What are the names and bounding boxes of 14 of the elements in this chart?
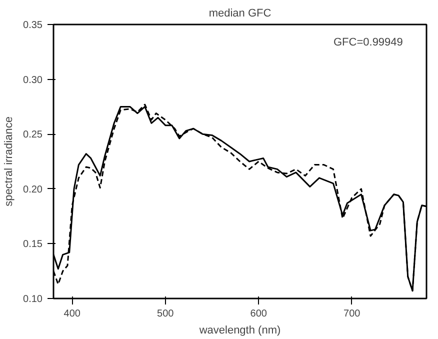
y-axis-title: spectral irradiance (3, 116, 16, 206)
y-tick-label: 0.30 (23, 74, 43, 86)
annotation: GFC=0.99949 (334, 36, 403, 48)
y-tick-label: 0.20 (23, 184, 43, 196)
y-tick-label: 0.10 (23, 294, 43, 305)
y-tick-label: 0.25 (23, 130, 43, 141)
x-tick-label: 600 (250, 308, 268, 320)
chart-title: median GFC (208, 8, 272, 20)
x-tick-label: 500 (157, 308, 174, 320)
x-tick-label: 400 (64, 308, 81, 320)
y-tick-label: 0.35 (23, 20, 43, 31)
x-tick-label: 700 (344, 308, 361, 320)
x-axis-title: wavelength (nm) (198, 324, 281, 336)
y-tick-label: 0.15 (23, 239, 43, 250)
